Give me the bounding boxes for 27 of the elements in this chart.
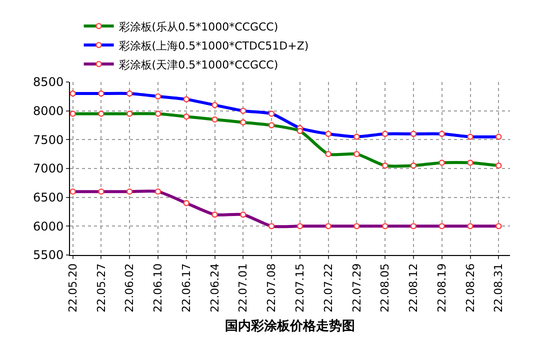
y-tick-label: 5500 [33, 248, 64, 262]
x-tick-label: 22.08.26 [464, 263, 477, 312]
legend-label: 彩涂板(天津0.5*1000*CCGCC) [118, 58, 278, 72]
y-tick-label: 6500 [33, 190, 64, 205]
x-tick-label: 22.06.02 [123, 263, 136, 312]
x-tick-label: 22.05.20 [66, 263, 80, 312]
x-tick-label: 22.06.17 [180, 263, 193, 312]
legend-label: 彩涂板(乐从0.5*1000*CCGCC) [118, 20, 278, 34]
x-tick-label: 22.07.15 [294, 263, 307, 312]
x-tick-label: 22.05.27 [94, 263, 108, 312]
x-tick-label: 22.08.12 [407, 263, 420, 312]
x-tick-label: 22.07.29 [350, 263, 364, 312]
x-tick-label: 22.06.10 [152, 263, 165, 312]
x-tick-label: 22.07.08 [265, 263, 278, 312]
x-tick-label: 22.08.19 [435, 263, 448, 312]
legend-label: 彩涂板(上海0.5*1000*CTDC51D+Z) [118, 39, 309, 52]
y-tick-label: 7000 [33, 162, 64, 176]
x-tick-label: 22.08.05 [378, 263, 392, 312]
x-tick-label: 22.08.31 [492, 263, 506, 312]
y-tick-label: 7500 [33, 132, 64, 147]
y-tick-label: 8500 [33, 75, 64, 90]
x-tick-label: 22.06.24 [208, 263, 222, 312]
x-tick-label: 22.07.01 [236, 263, 250, 312]
y-tick-label: 8000 [33, 104, 64, 118]
x-tick-label: 22.07.22 [322, 263, 335, 312]
y-tick-label: 6000 [33, 219, 64, 234]
text: 国内彩涂板价格走势图 [225, 318, 355, 334]
